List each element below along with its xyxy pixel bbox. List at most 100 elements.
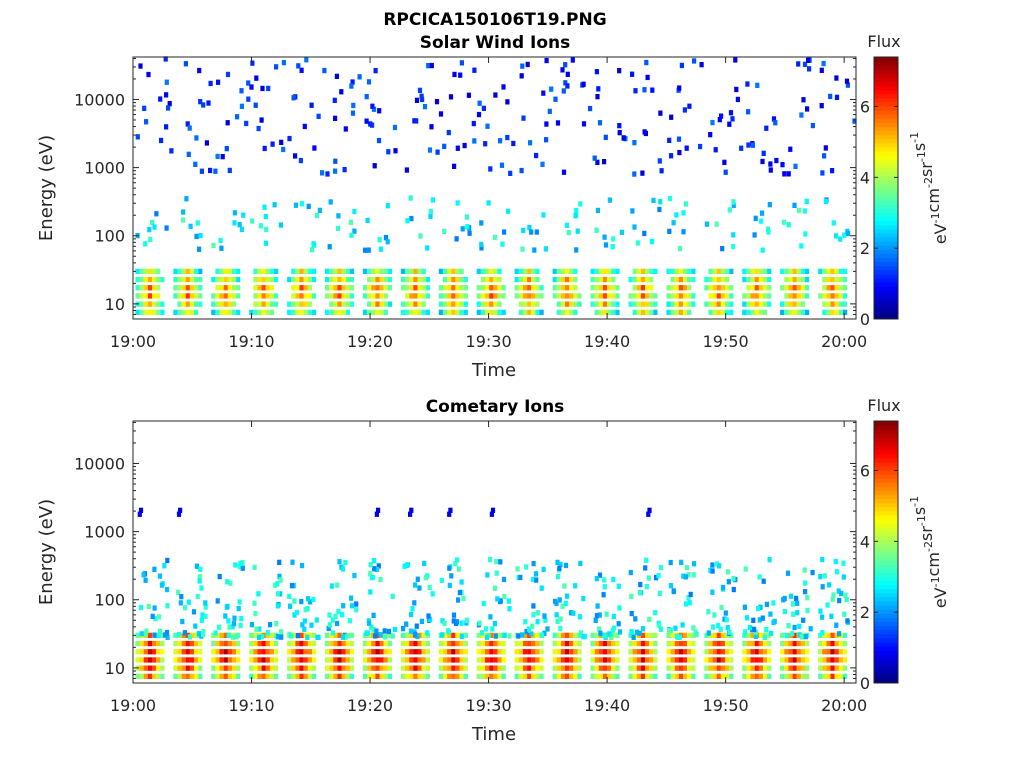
heatmap-cell bbox=[552, 640, 557, 647]
heatmap-cell bbox=[493, 657, 498, 663]
heatmap-cell bbox=[818, 608, 823, 614]
heatmap-cell bbox=[139, 631, 144, 637]
heatmap-cell bbox=[632, 649, 637, 655]
heatmap-cell bbox=[357, 74, 362, 80]
heatmap-cell bbox=[843, 657, 848, 663]
heatmap-cell bbox=[597, 626, 602, 632]
heatmap-cell bbox=[742, 665, 747, 671]
heatmap-cell bbox=[636, 293, 641, 299]
heatmap-cell bbox=[577, 665, 582, 671]
heatmap-cell bbox=[378, 246, 384, 252]
heatmap-cell bbox=[362, 665, 368, 671]
heatmap-cell bbox=[291, 293, 296, 299]
heatmap-cell bbox=[463, 657, 468, 663]
heatmap-cell bbox=[451, 618, 456, 624]
heatmap-cell bbox=[676, 136, 682, 142]
heatmap-cell bbox=[337, 293, 342, 299]
heatmap-cell bbox=[731, 575, 736, 582]
heatmap-cell bbox=[365, 217, 370, 224]
heatmap-cell bbox=[312, 657, 317, 663]
heatmap-cell bbox=[417, 673, 422, 679]
heatmap-cell bbox=[590, 673, 595, 679]
heatmap-cell bbox=[594, 576, 599, 582]
heatmap-cell bbox=[522, 657, 528, 663]
heatmap-cell bbox=[379, 309, 384, 315]
heatmap-cell bbox=[448, 507, 453, 513]
heatmap-cell bbox=[633, 616, 638, 622]
heatmap-cell bbox=[658, 199, 663, 205]
heatmap-cell bbox=[729, 309, 734, 315]
heatmap-cell bbox=[792, 665, 797, 671]
heatmap-cell bbox=[603, 242, 609, 248]
heatmap-cell bbox=[147, 276, 152, 283]
heatmap-cell bbox=[594, 632, 599, 638]
heatmap-cell bbox=[796, 665, 801, 671]
heatmap-cell bbox=[670, 673, 675, 679]
heatmap-cell bbox=[670, 293, 675, 299]
heatmap-cell bbox=[593, 617, 598, 623]
heatmap-cell bbox=[241, 212, 246, 218]
heatmap-cell bbox=[325, 673, 330, 679]
colorbar-tick-label: 2 bbox=[860, 603, 870, 622]
heatmap-cell bbox=[834, 649, 839, 655]
heatmap-cell bbox=[531, 561, 536, 567]
heatmap-cell bbox=[590, 268, 595, 274]
heatmap-cell bbox=[753, 633, 758, 639]
heatmap-cell bbox=[156, 285, 161, 291]
heatmap-cell bbox=[534, 229, 539, 235]
heatmap-cell bbox=[351, 102, 356, 109]
heatmap-cell bbox=[792, 202, 797, 208]
heatmap-cell bbox=[644, 584, 649, 590]
heatmap-cell bbox=[345, 268, 350, 274]
heatmap-cell bbox=[236, 649, 241, 655]
heatmap-cell bbox=[307, 285, 312, 291]
heatmap-cell bbox=[746, 301, 751, 307]
heatmap-cell bbox=[371, 657, 376, 663]
heatmap-cell bbox=[522, 640, 528, 647]
heatmap-cell bbox=[199, 617, 204, 623]
heatmap-cell bbox=[527, 309, 532, 315]
heatmap-cell bbox=[807, 66, 812, 72]
heatmap-cell bbox=[708, 276, 713, 283]
heatmap-cell bbox=[400, 673, 406, 679]
heatmap-cell bbox=[716, 285, 721, 291]
heatmap-cell bbox=[527, 293, 532, 299]
heatmap-cell bbox=[834, 285, 839, 291]
heatmap-cell bbox=[367, 620, 372, 626]
heatmap-cell bbox=[565, 632, 570, 638]
heatmap-cell bbox=[409, 301, 414, 307]
heatmap-cell bbox=[420, 96, 425, 103]
heatmap-cell bbox=[725, 657, 730, 663]
heatmap-cell bbox=[409, 640, 414, 647]
heatmap-cell bbox=[820, 584, 825, 590]
heatmap-cell bbox=[649, 276, 654, 283]
heatmap-cell bbox=[367, 276, 372, 283]
colorbar-unit: eV-1cm-2sr-1s-1 bbox=[908, 496, 950, 608]
heatmap-cell bbox=[683, 640, 688, 647]
heatmap-cell bbox=[729, 640, 734, 647]
heatmap-cell bbox=[415, 576, 420, 582]
heatmap-cell bbox=[317, 207, 322, 213]
heatmap-cell bbox=[147, 309, 152, 315]
heatmap-cell bbox=[786, 171, 791, 177]
heatmap-cell bbox=[768, 167, 773, 173]
heatmap-cell bbox=[215, 665, 220, 671]
heatmap-cell bbox=[818, 632, 823, 638]
heatmap-cell bbox=[560, 673, 566, 679]
heatmap-cell bbox=[501, 673, 506, 679]
heatmap-cell bbox=[198, 649, 203, 655]
heatmap-cell bbox=[367, 285, 372, 291]
heatmap-cell bbox=[746, 109, 751, 115]
heatmap-cell bbox=[257, 626, 262, 632]
x-tick-label: 20:00 bbox=[821, 332, 867, 351]
heatmap-cell bbox=[442, 649, 448, 655]
heatmap-cell bbox=[257, 301, 262, 307]
heatmap-cell bbox=[581, 595, 586, 602]
heatmap-cell bbox=[526, 626, 532, 632]
heatmap-cell bbox=[753, 215, 758, 221]
heatmap-cell bbox=[405, 632, 410, 638]
heatmap-cell bbox=[539, 285, 544, 291]
heatmap-cell bbox=[498, 559, 503, 565]
heatmap-cell bbox=[258, 223, 264, 229]
heatmap-cell bbox=[767, 202, 772, 208]
